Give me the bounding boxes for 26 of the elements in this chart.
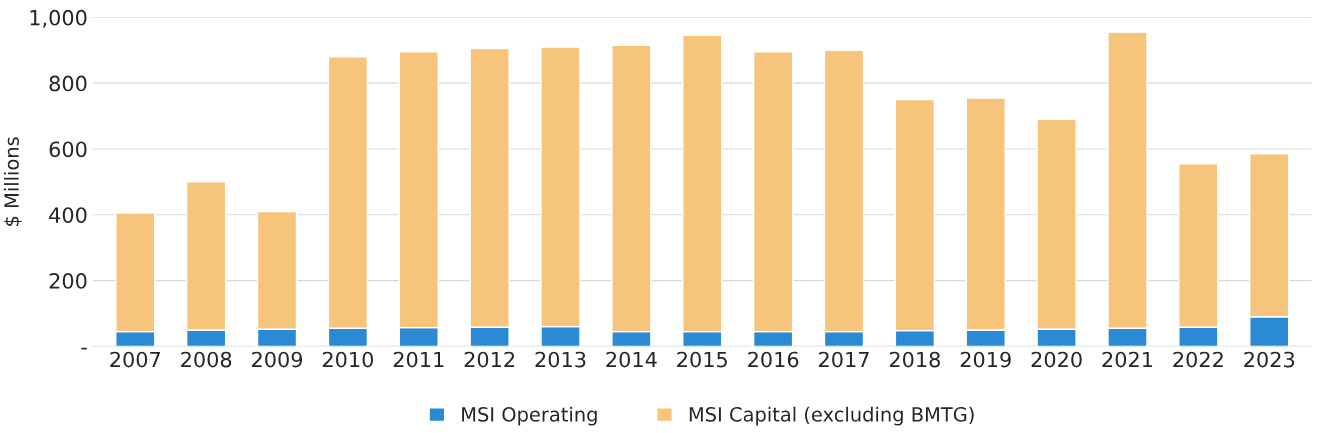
y-tick-label: 800 (49, 75, 87, 92)
y-tick-label: 1,000 (30, 9, 87, 28)
y-tick-label: 200 (49, 273, 87, 289)
x-tick-label: 2009 (252, 351, 303, 368)
y-axis-title: $ Millions (3, 137, 22, 226)
x-tick-label: 2016 (748, 351, 799, 368)
x-tick-label: 2008 (181, 351, 232, 368)
x-tick-label: 2021 (1102, 351, 1153, 368)
x-tick-label: 2013 (535, 351, 586, 368)
x-tick-label: 2011 (393, 351, 444, 368)
x-tick-label: 2022 (1173, 351, 1223, 368)
legend-label: MSI Operating (462, 406, 597, 426)
x-tick-label: 2018 (889, 351, 940, 368)
x-tick-label: 2012 (464, 351, 515, 368)
y-tick-label: 400 (49, 207, 87, 223)
x-tick-label: 2015 (677, 351, 727, 368)
x-tick-label: 2014 (606, 351, 657, 368)
legend-label: MSI Capital (excluding BMTG) (689, 406, 974, 426)
x-tick-label: 2019 (960, 351, 1011, 368)
x-tick-label: 2007 (110, 351, 160, 368)
x-tick-label: 2020 (1031, 351, 1082, 368)
y-tick-label: 600 (49, 141, 87, 158)
x-tick-label: 2023 (1244, 351, 1295, 368)
y-tick-label: - (81, 347, 87, 350)
x-tick-label: 2017 (819, 351, 869, 368)
x-tick-label: 2010 (322, 351, 374, 368)
